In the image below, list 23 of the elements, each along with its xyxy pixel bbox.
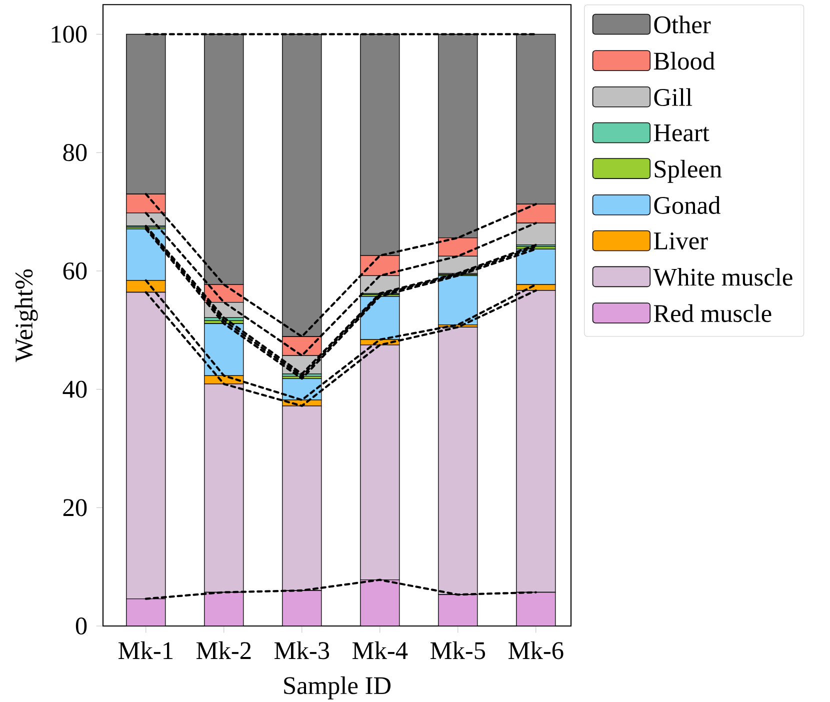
x-tick-label: Mk-4 [352,641,408,659]
legend-label: Other [654,16,711,34]
legend-label: Red muscle [654,304,772,322]
legend-label: Gill [654,88,692,106]
x-tick-label: Mk-5 [430,641,486,660]
y-tick-label: 40 [62,380,87,398]
x-tick-label: Mk-2 [196,641,251,659]
legend-label: Gonad [654,196,720,214]
y-tick-label: 60 [63,262,87,280]
y-tick-label: 80 [63,144,87,162]
y-tick-label: 0 [76,617,87,635]
legend-label: Heart [654,124,710,142]
x-tick-label: Mk-6 [508,641,564,660]
y-tick-label: 100 [52,26,87,43]
x-axis-title: Sample ID [284,676,391,700]
legend-label: White muscle [653,268,792,286]
x-tick-label: Mk-1 [118,641,173,659]
legend-label: Liver [654,232,708,250]
legend-label: Blood [654,52,715,70]
legend-label: Spleen [654,160,722,183]
y-tick-label: 20 [63,499,87,516]
x-tick-label: Mk-3 [274,641,330,660]
y-axis-title: Weight% [14,269,38,362]
